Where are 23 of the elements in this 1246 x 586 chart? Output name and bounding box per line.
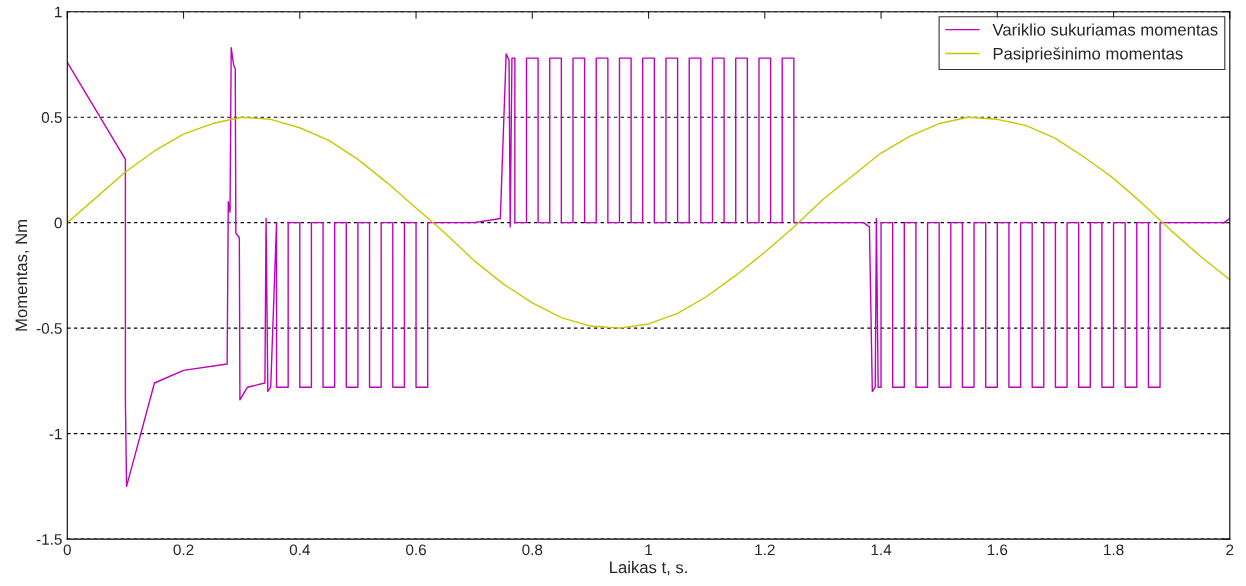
x-tick-label: 1.2	[755, 544, 775, 556]
legend-label: Variklio sukuriamas momentas	[992, 23, 1218, 36]
y-tick-label: 1	[55, 6, 62, 18]
x-tick-label: 1.4	[871, 544, 892, 556]
y-tick-label: -0.5	[36, 323, 62, 334]
x-tick-label: 1.8	[1104, 544, 1124, 556]
legend-label: Pasipriešinimo momentas	[993, 47, 1183, 63]
y-tick-label: 0.5	[41, 112, 62, 123]
y-axis-title: Momentas, Nm	[15, 220, 30, 331]
x-tick-label: 1.6	[987, 544, 1008, 556]
y-tick-label: -1.5	[36, 534, 62, 545]
x-tick-label: 0.2	[173, 544, 194, 556]
line-series	[67, 46, 1230, 488]
x-tick-label: 2	[1226, 544, 1234, 556]
line-series	[67, 116, 1230, 329]
y-tick-label: 0	[54, 217, 62, 229]
x-tick-label: 0	[63, 544, 71, 556]
x-axis-title: Laikas t, s.	[610, 561, 687, 576]
x-tick-label: 0.6	[406, 544, 426, 556]
x-tick-label: 0.8	[522, 544, 543, 556]
x-tick-label: 0.4	[289, 544, 310, 556]
y-tick-label: -1	[49, 428, 62, 440]
x-tick-label: 1	[645, 544, 653, 556]
